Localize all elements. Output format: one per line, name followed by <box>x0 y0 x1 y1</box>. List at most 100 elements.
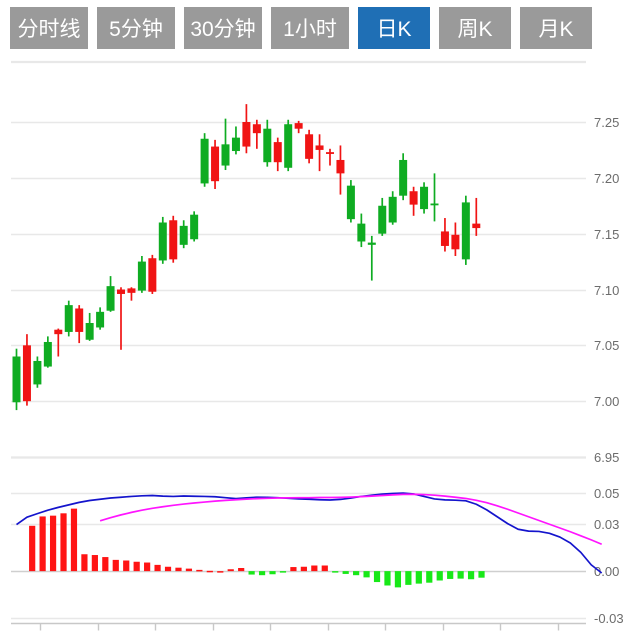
macd-line-dea <box>99 493 603 546</box>
candle-body[interactable] <box>211 146 220 182</box>
candle-body[interactable] <box>378 205 387 234</box>
tab-0[interactable]: 分时线 <box>10 6 88 49</box>
candle-body[interactable] <box>200 138 209 184</box>
candle-body[interactable] <box>430 203 439 206</box>
candle-body[interactable] <box>127 288 136 293</box>
tab-4[interactable]: 日K <box>358 6 430 49</box>
macd-hist-bar <box>49 515 57 572</box>
candle-body[interactable] <box>326 152 334 154</box>
candle-body[interactable] <box>252 124 261 134</box>
macd-tick-label: 0.00 <box>594 564 619 579</box>
candle-body[interactable] <box>242 122 251 147</box>
macd-hist-bar <box>279 571 287 573</box>
candlestick-series[interactable] <box>12 104 481 411</box>
tab-label: 5分钟 <box>109 17 163 41</box>
candle-body[interactable] <box>158 222 167 261</box>
candle-body[interactable] <box>231 137 240 152</box>
candle-body[interactable] <box>305 134 314 159</box>
timeframe-tab-bar: 分时线 5分钟 30分钟 1小时 日K 周K 月K <box>0 0 641 55</box>
candle-body[interactable] <box>315 145 324 150</box>
tab-6[interactable]: 月K <box>520 6 592 49</box>
tab-label: 1小时 <box>283 17 337 41</box>
candle-body[interactable] <box>346 185 355 220</box>
candle-body[interactable] <box>461 202 470 260</box>
kline-chart-svg[interactable]: 7.257.207.157.107.057.006.95 0.050.030.0… <box>0 55 641 631</box>
macd-hist-bar <box>217 571 224 573</box>
macd-hist-bar <box>39 516 46 572</box>
candle-body[interactable] <box>106 286 115 311</box>
macd-hist-bar <box>321 565 328 572</box>
macd-hist-bar <box>457 571 464 579</box>
macd-gridlines <box>11 492 586 620</box>
candle-body[interactable] <box>451 234 460 250</box>
candle-body[interactable] <box>388 196 397 223</box>
candle-body[interactable] <box>294 123 303 129</box>
macd-histogram[interactable] <box>29 508 485 588</box>
macd-hist-bar <box>185 568 193 572</box>
macd-hist-bar <box>258 571 266 576</box>
candle-body[interactable] <box>148 258 157 292</box>
candle-body[interactable] <box>179 225 188 245</box>
candle-body[interactable] <box>169 220 178 260</box>
macd-hist-bar <box>206 570 213 573</box>
macd-hist-bar <box>144 562 151 572</box>
macd-hist-bar <box>123 560 130 572</box>
candle-body[interactable] <box>190 214 199 240</box>
candle-body[interactable] <box>64 305 73 332</box>
macd-hist-bar <box>196 569 203 572</box>
macd-hist-bar <box>154 564 161 572</box>
candle-body[interactable] <box>273 142 282 163</box>
tab-label: 月K <box>538 17 574 41</box>
candle-body[interactable] <box>263 128 272 163</box>
candle-body[interactable] <box>137 261 146 291</box>
macd-hist-bar <box>436 571 443 581</box>
macd-hist-bar <box>248 571 255 575</box>
candle-body[interactable] <box>221 144 230 166</box>
macd-hist-bar <box>133 561 140 572</box>
tab-3[interactable]: 1小时 <box>271 6 349 49</box>
macd-hist-bar <box>164 566 172 572</box>
tab-2[interactable]: 30分钟 <box>184 6 262 49</box>
candle-body[interactable] <box>22 345 31 402</box>
price-tick-label: 7.25 <box>594 115 619 130</box>
candle-body[interactable] <box>85 323 94 340</box>
x-axis <box>11 622 586 631</box>
candle-body[interactable] <box>12 356 21 403</box>
macd-hist-bar <box>353 571 360 576</box>
tab-1[interactable]: 5分钟 <box>97 6 175 49</box>
candle-body[interactable] <box>336 159 345 174</box>
macd-hist-bar <box>29 525 36 572</box>
candle-body[interactable] <box>440 231 449 246</box>
candle-body[interactable] <box>284 124 293 168</box>
macd-hist-bar <box>447 571 454 579</box>
candle-body[interactable] <box>420 186 429 210</box>
macd-hist-bar <box>342 571 349 574</box>
macd-hist-bar <box>363 571 370 578</box>
macd-hist-bar <box>238 568 245 572</box>
candle-body[interactable] <box>409 191 418 205</box>
macd-hist-bar <box>175 567 182 572</box>
macd-tick-label: -0.03 <box>594 611 624 626</box>
macd-hist-bar <box>478 571 485 578</box>
macd-hist-bar <box>384 571 391 586</box>
candle-body[interactable] <box>357 223 366 242</box>
macd-hist-bar <box>311 565 318 572</box>
candle-body[interactable] <box>399 159 408 196</box>
candle-body[interactable] <box>43 341 52 367</box>
macd-tick-label: 0.05 <box>594 486 619 501</box>
candle-body[interactable] <box>117 289 125 294</box>
macd-axis-labels: 0.05 0.03 0.00 -0.03 <box>594 486 624 626</box>
candle-body[interactable] <box>472 223 481 229</box>
macd-hist-bar <box>91 555 98 572</box>
macd-hist-bar <box>467 571 475 580</box>
tab-5[interactable]: 周K <box>439 6 511 49</box>
macd-hist-bar <box>394 571 402 588</box>
candle-body[interactable] <box>54 329 63 335</box>
candle-body[interactable] <box>75 308 84 332</box>
macd-hist-bar <box>81 554 88 572</box>
price-tick-label: 7.20 <box>594 171 619 186</box>
candle-body[interactable] <box>367 242 376 245</box>
candle-body[interactable] <box>96 311 105 328</box>
candle-body[interactable] <box>33 360 42 385</box>
